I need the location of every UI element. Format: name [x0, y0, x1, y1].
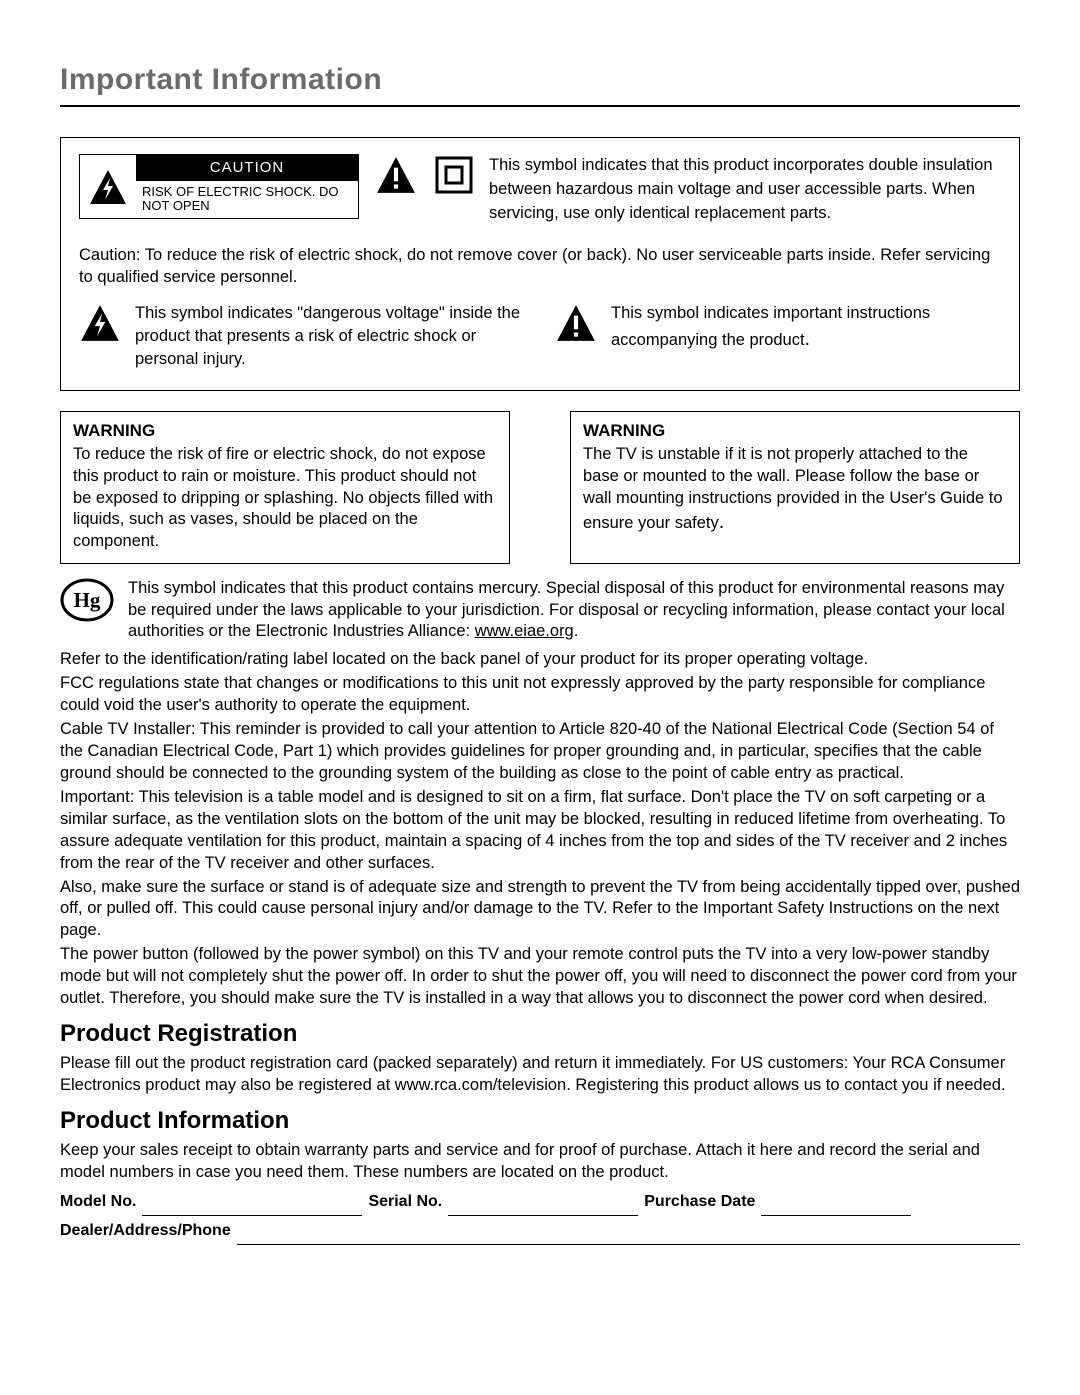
caution-plate: CAUTION RISK OF ELECTRIC SHOCK. DO NOT O…	[79, 154, 359, 219]
label-serial: Serial No.	[368, 1192, 442, 1213]
bolt-explain-text: This symbol indicates "dangerous voltage…	[135, 302, 525, 371]
symbol-explain-row: This symbol indicates "dangerous voltage…	[79, 302, 1001, 371]
product-registration-heading: Product Registration	[60, 1018, 1020, 1049]
bolt-explain: This symbol indicates "dangerous voltage…	[79, 302, 525, 371]
para-power-button: The power button (followed by the power …	[60, 944, 1020, 1010]
blank-model[interactable]	[142, 1195, 362, 1216]
product-registration-text: Please fill out the product registration…	[60, 1053, 1020, 1097]
svg-text:Hg: Hg	[74, 588, 101, 612]
hg-icon: Hg	[60, 578, 114, 622]
exclamation-triangle-icon	[373, 154, 419, 196]
form-row-2: Dealer/Address/Phone	[60, 1221, 1020, 1242]
caution-header: CAUTION	[136, 155, 358, 181]
label-purchase-date: Purchase Date	[644, 1192, 755, 1213]
double-insulation-icon	[433, 154, 475, 196]
form-row-1: Model No. Serial No. Purchase Date	[60, 1192, 1020, 1213]
para-fcc: FCC regulations state that changes or mo…	[60, 673, 1020, 717]
eiae-link[interactable]: www.eiae.org	[475, 622, 574, 640]
page-title: Important Information	[60, 60, 1020, 107]
caution-row-1: CAUTION RISK OF ELECTRIC SHOCK. DO NOT O…	[79, 154, 1001, 226]
warning-right: WARNING The TV is unstable if it is not …	[570, 411, 1020, 564]
blank-dealer[interactable]	[237, 1224, 1020, 1245]
caution-body: RISK OF ELECTRIC SHOCK. DO NOT OPEN	[136, 181, 358, 219]
bolt-triangle-icon	[79, 302, 123, 371]
product-information-heading: Product Information	[60, 1105, 1020, 1136]
warning-left-title: WARNING	[73, 420, 497, 442]
caution-outer-box: CAUTION RISK OF ELECTRIC SHOCK. DO NOT O…	[60, 137, 1020, 391]
para-stand: Also, make sure the surface or stand is …	[60, 877, 1020, 943]
product-information-text: Keep your sales receipt to obtain warran…	[60, 1140, 1020, 1184]
para-voltage: Refer to the identification/rating label…	[60, 649, 1020, 671]
para-ventilation: Important: This television is a table mo…	[60, 787, 1020, 875]
hg-row: Hg This symbol indicates that this produ…	[60, 578, 1020, 643]
excl-explain-text: This symbol indicates important instruct…	[611, 302, 1001, 371]
label-model: Model No.	[60, 1192, 136, 1213]
warnings-row: WARNING To reduce the risk of fire or el…	[60, 411, 1020, 564]
warning-right-title: WARNING	[583, 420, 1007, 442]
bolt-triangle-icon	[80, 155, 136, 218]
warning-right-text: The TV is unstable if it is not properly…	[583, 444, 1007, 536]
para-cable-installer: Cable TV Installer: This reminder is pro…	[60, 719, 1020, 785]
caution-paragraph: Caution: To reduce the risk of electric …	[79, 244, 1001, 289]
blank-serial[interactable]	[448, 1195, 638, 1216]
exclamation-triangle-icon	[555, 302, 599, 371]
label-dealer: Dealer/Address/Phone	[60, 1221, 231, 1242]
excl-explain: This symbol indicates important instruct…	[555, 302, 1001, 371]
warning-left: WARNING To reduce the risk of fire or el…	[60, 411, 510, 564]
warning-left-text: To reduce the risk of fire or electric s…	[73, 444, 497, 553]
double-insulation-text: This symbol indicates that this product …	[489, 154, 1001, 226]
blank-purchase-date[interactable]	[761, 1195, 911, 1216]
hg-text: This symbol indicates that this product …	[128, 578, 1020, 643]
